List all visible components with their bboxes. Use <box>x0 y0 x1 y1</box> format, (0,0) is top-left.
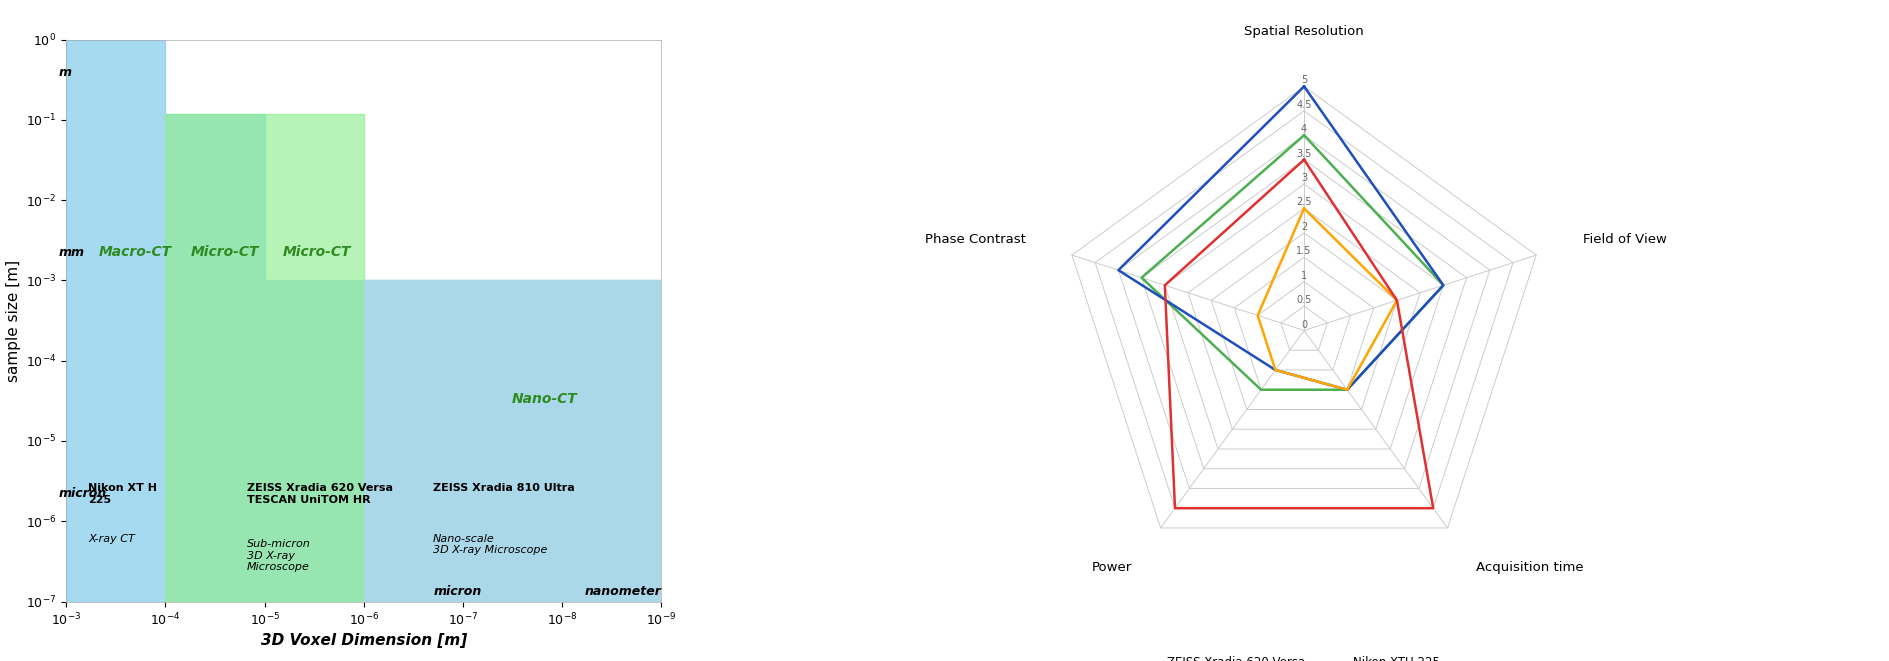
Polygon shape <box>1164 184 1443 449</box>
Text: Phase Contrast: Phase Contrast <box>924 233 1026 247</box>
Text: Field of View: Field of View <box>1581 233 1666 247</box>
Text: ZEISS Xradia 810 Ultra: ZEISS Xradia 810 Ultra <box>433 483 574 493</box>
Text: 0: 0 <box>1300 319 1307 330</box>
Polygon shape <box>164 114 363 602</box>
Text: 4: 4 <box>1300 124 1307 134</box>
Text: Micro-CT: Micro-CT <box>281 245 351 259</box>
Text: Acquisition time: Acquisition time <box>1475 561 1583 574</box>
Text: 2: 2 <box>1300 222 1307 232</box>
X-axis label: 3D Voxel Dimension [m]: 3D Voxel Dimension [m] <box>261 633 467 648</box>
Legend: ZEISS Xradia 620 Versa, ZEISS Xradia 810 Ultra, Nikon XTH 225, TESCAN UniTOM HR: ZEISS Xradia 620 Versa, ZEISS Xradia 810… <box>1133 651 1473 661</box>
Polygon shape <box>1094 111 1513 508</box>
Text: micron: micron <box>59 487 106 500</box>
Text: Macro-CT: Macro-CT <box>98 245 172 259</box>
Text: micron: micron <box>433 585 482 598</box>
Polygon shape <box>66 40 661 602</box>
Y-axis label: sample size [m]: sample size [m] <box>6 260 21 381</box>
Polygon shape <box>1071 87 1536 528</box>
Text: m: m <box>59 66 72 79</box>
Text: Nano-CT: Nano-CT <box>512 392 578 406</box>
Text: 1: 1 <box>1300 271 1307 281</box>
Text: Nano-scale
3D X-ray Microscope: Nano-scale 3D X-ray Microscope <box>433 533 548 555</box>
Text: 2.5: 2.5 <box>1296 198 1311 208</box>
Polygon shape <box>1188 208 1419 429</box>
Text: X-ray CT: X-ray CT <box>89 533 134 544</box>
Polygon shape <box>1141 160 1466 469</box>
Text: Micro-CT: Micro-CT <box>191 245 259 259</box>
Text: Nikon XT H
225: Nikon XT H 225 <box>89 483 157 504</box>
Text: Spatial Resolution: Spatial Resolution <box>1243 24 1364 38</box>
Text: 3.5: 3.5 <box>1296 149 1311 159</box>
Polygon shape <box>1211 233 1396 409</box>
Text: ZEISS Xradia 620 Versa
TESCAN UniTOM HR: ZEISS Xradia 620 Versa TESCAN UniTOM HR <box>247 483 393 504</box>
Polygon shape <box>1256 282 1351 370</box>
Text: mm: mm <box>59 247 85 259</box>
Polygon shape <box>1234 257 1373 390</box>
Text: Sub-micron
3D X-ray
Microscope: Sub-micron 3D X-ray Microscope <box>247 539 310 572</box>
Text: 0.5: 0.5 <box>1296 295 1311 305</box>
Text: 1.5: 1.5 <box>1296 247 1311 256</box>
Text: 5: 5 <box>1300 75 1307 85</box>
Polygon shape <box>363 280 661 602</box>
Polygon shape <box>1118 136 1489 488</box>
Text: 4.5: 4.5 <box>1296 100 1311 110</box>
Text: nanometer: nanometer <box>584 585 661 598</box>
Text: Power: Power <box>1092 561 1132 574</box>
Text: 3: 3 <box>1300 173 1307 183</box>
Polygon shape <box>1281 306 1326 350</box>
